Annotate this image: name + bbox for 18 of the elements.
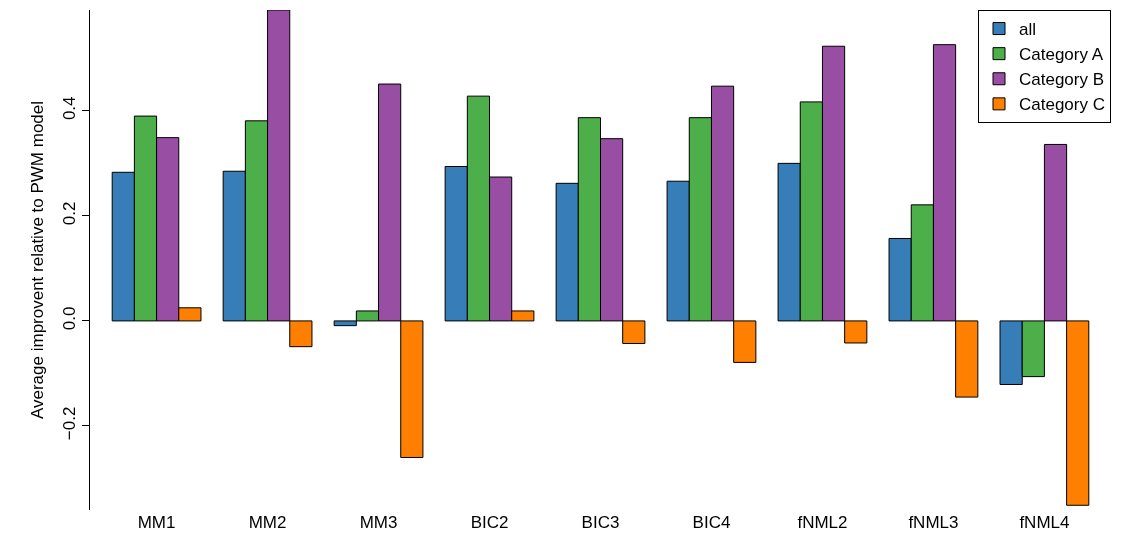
- legend-label: all: [1019, 20, 1037, 40]
- y-tick-label: 0.2: [60, 201, 80, 226]
- y-axis-title: Average improvent relative to PWM model: [27, 100, 47, 420]
- x-tick-label: fNML4: [1019, 513, 1070, 532]
- x-tick-label: BIC2: [470, 513, 509, 532]
- y-tick-label: 0.0: [60, 306, 80, 331]
- y-tick-label: −0.2: [60, 406, 80, 441]
- x-tick-label: MM2: [248, 513, 287, 532]
- x-tick-label: fNML2: [797, 513, 848, 532]
- x-tick-label: fNML3: [908, 513, 959, 532]
- x-tick-label: MM1: [137, 513, 176, 532]
- legend-label: Category C: [1019, 95, 1105, 115]
- x-tick-label: BIC3: [581, 513, 620, 532]
- x-tick-label: MM3: [359, 513, 398, 532]
- legend-label: Category B: [1019, 70, 1105, 90]
- x-tick-label: BIC4: [692, 513, 731, 532]
- legend-label: Category A: [1019, 45, 1104, 65]
- y-tick-label: 0.4: [60, 96, 80, 121]
